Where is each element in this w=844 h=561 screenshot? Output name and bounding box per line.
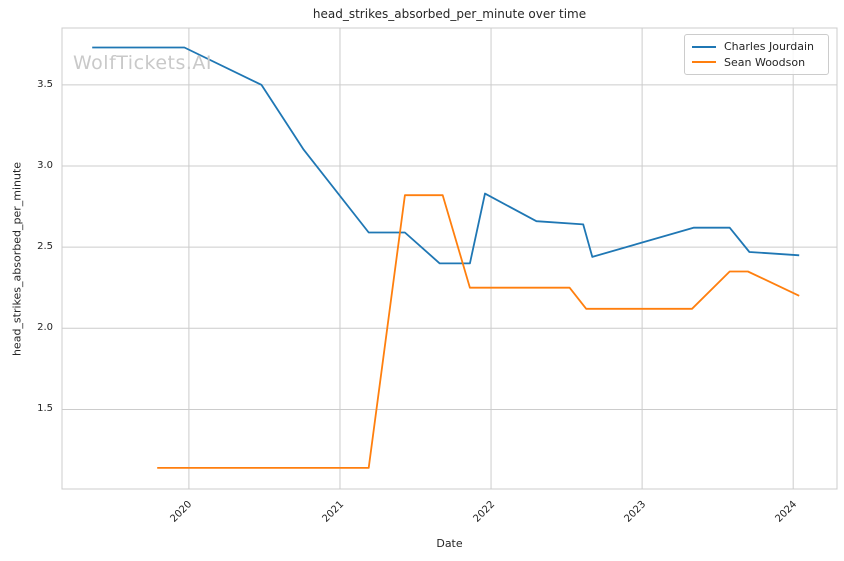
legend-item-charles-jourdain: Charles Jourdain [692, 39, 821, 54]
series-line-charles-jourdain [92, 46, 800, 265]
legend-line-sample-blue [692, 45, 716, 48]
y-tick-label: 2.5 [37, 241, 53, 253]
legend-item-sean-woodson: Sean Woodson [692, 55, 821, 70]
gridlines [62, 28, 837, 489]
legend-line-sample-orange [692, 61, 716, 64]
legend-label-sean-woodson: Sean Woodson [724, 55, 806, 69]
legend: Charles Jourdain Sean Woodson [684, 34, 829, 75]
y-tick-label: 3.5 [37, 78, 53, 90]
chart-title: head_strikes_absorbed_per_minute over ti… [312, 7, 587, 21]
watermark-text: WolfTickets.AI [73, 52, 213, 74]
series-line-sean-woodson [157, 194, 800, 469]
y-tick-label: 3.0 [37, 159, 53, 171]
data-series-lines [92, 46, 800, 469]
y-tick-label: 1.5 [37, 403, 53, 415]
x-axis-label: Date [436, 537, 463, 550]
y-tick-label: 2.0 [37, 322, 53, 334]
legend-label-charles-jourdain: Charles Jourdain [724, 40, 814, 54]
plot-border [61, 27, 838, 490]
